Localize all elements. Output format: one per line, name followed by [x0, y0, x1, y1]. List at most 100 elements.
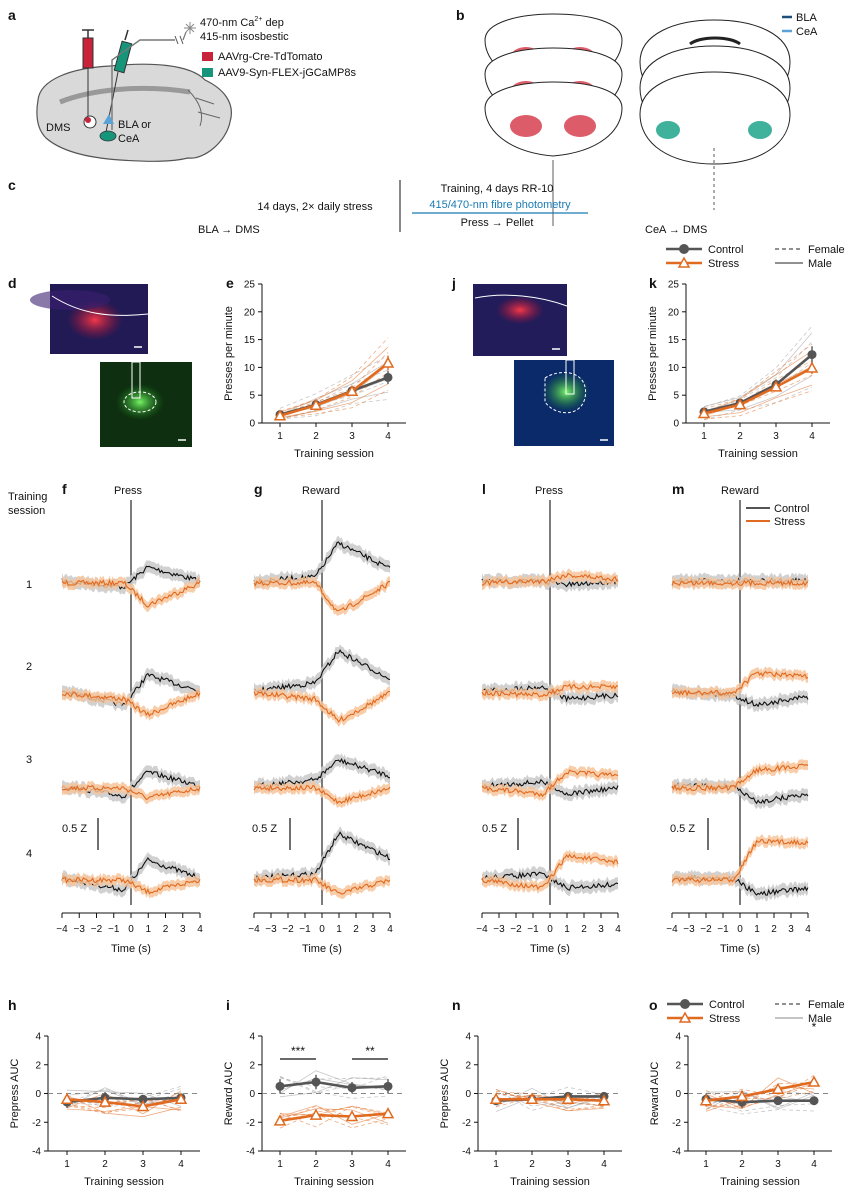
y-tick-label-i: -2	[246, 1118, 255, 1129]
trace-line-f-stress-s2	[62, 690, 201, 717]
session-label-2: 2	[26, 661, 32, 673]
x-tick-label-h: 1	[64, 1159, 70, 1170]
data-point-i-stress	[309, 1108, 323, 1120]
trace-line-g-stress-s3	[253, 784, 391, 805]
trace-band-f-control-s3	[62, 765, 200, 804]
individual-line-i-control	[279, 1075, 389, 1090]
x-tick-label-i: 4	[385, 1159, 391, 1170]
trace-legend-control: Control	[774, 503, 809, 515]
data-point-i-stress	[381, 1107, 395, 1119]
y-tick-label-o: -4	[672, 1147, 681, 1158]
legend-stress-marker	[677, 256, 691, 268]
time-tick-label-f: −4	[56, 924, 68, 935]
trace-band-f-stress-s2	[62, 687, 200, 721]
significance-i-right: **	[365, 1044, 375, 1058]
mean-line-n-stress	[496, 1098, 605, 1102]
individual-line-h-stress	[66, 1093, 182, 1113]
individual-line-k-control	[703, 386, 813, 421]
trace-title-l: Press	[535, 485, 564, 497]
data-point-o-stress	[699, 1094, 713, 1106]
individual-line-e-control	[279, 355, 389, 409]
y-tick-label-i: -4	[246, 1147, 255, 1158]
x-tick-label-o: 3	[775, 1159, 781, 1170]
individual-line-o-stress	[705, 1090, 815, 1110]
panel-letter-k: k	[649, 275, 657, 291]
panel-letter-h: h	[8, 997, 17, 1013]
trace-line-m-stress-s1	[671, 579, 809, 588]
legend-female-label: Female	[808, 244, 845, 256]
x-tick-label-k: 2	[737, 431, 743, 442]
individual-line-k-control	[703, 375, 813, 413]
y-axis-label-i: Reward AUC	[223, 1062, 235, 1126]
trace-band-f-stress-s4	[62, 872, 200, 899]
panel-j: j	[451, 275, 614, 446]
data-point-o-stress	[807, 1075, 821, 1087]
light-line2: 415-nm isosbestic	[200, 31, 289, 43]
time-tick-label-g: −4	[248, 924, 260, 935]
y-tick-label-e: 15	[244, 335, 256, 346]
x-axis-label-o: Training session	[720, 1176, 800, 1188]
trace-line-g-stress-s2	[253, 690, 391, 723]
mean-line-e-stress	[279, 361, 389, 418]
time-tick-label-m: 1	[754, 924, 760, 935]
trace-line-m-stress-s2	[671, 670, 809, 697]
legend-control-marker	[679, 244, 689, 254]
time-axis-label-l: Time (s)	[530, 943, 570, 955]
time-tick-label-l: −4	[476, 924, 488, 935]
y-tick-label-o: 2	[675, 1060, 681, 1071]
mean-line-e-control	[279, 376, 389, 416]
trace-band-g-control-s2	[254, 644, 390, 698]
training-protocol: Training, 4 days RR-10	[441, 183, 554, 195]
significance-o: *	[812, 1020, 817, 1034]
individual-line-k-stress	[703, 350, 813, 413]
time-tick-label-f: 3	[180, 924, 186, 935]
y-tick-label-h: 2	[35, 1060, 41, 1071]
time-tick-label-l: −1	[527, 924, 539, 935]
x-tick-label-o: 2	[739, 1159, 745, 1170]
x-tick-label-n: 4	[601, 1159, 607, 1170]
chart-n: -4 -2 0 2 4 1 2 3 4 Training session Prepress AUC n	[439, 997, 622, 1188]
individual-line-k-stress	[703, 384, 813, 418]
x-tick-label-e: 4	[385, 431, 391, 442]
y-tick-label-e: 10	[244, 363, 256, 374]
trace-band-g-control-s1	[254, 536, 390, 590]
data-point-k-stress	[769, 380, 783, 392]
data-point-i-control	[311, 1077, 321, 1087]
y-tick-label-e: 5	[249, 391, 255, 402]
photometry-label: 415/470-nm fibre photometry	[429, 199, 571, 211]
individual-line-i-stress	[279, 1105, 389, 1125]
data-point-k-stress	[697, 407, 711, 419]
individual-line-e-control	[279, 369, 389, 415]
individual-line-n-control	[495, 1086, 605, 1099]
fiber-break-mark	[174, 35, 184, 45]
data-point-h-stress	[136, 1099, 150, 1112]
trace-line-f-stress-s3	[61, 784, 201, 801]
individual-line-i-control	[279, 1077, 389, 1089]
trace-line-m-stress-s3	[671, 763, 809, 792]
individual-line-o-control	[705, 1089, 815, 1104]
legend-stress-label: Stress	[708, 258, 740, 270]
y-axis-label-o: Reward AUC	[649, 1062, 661, 1126]
session-label-1: 1	[26, 579, 32, 591]
time-tick-label-m: 0	[737, 924, 743, 935]
mean-line-k-control	[703, 353, 813, 414]
coronal-stack-left	[484, 13, 623, 226]
bla-legend-label: BLA	[796, 12, 817, 24]
panel-letter-l: l	[482, 481, 486, 497]
data-point-o-control	[773, 1096, 783, 1106]
y-tick-label-h: -4	[32, 1147, 41, 1158]
time-tick-label-l: −2	[510, 924, 522, 935]
dms-label: DMS	[46, 122, 70, 134]
virus2-label: AAV9-Syn-FLEX-jGCaMP8s	[218, 67, 356, 79]
legend-bottom: Control Stress Female Male	[667, 999, 845, 1025]
y-tick-label-i: 0	[249, 1089, 255, 1100]
time-tick-label-g: 2	[353, 924, 359, 935]
data-point-n-stress	[561, 1092, 575, 1104]
trace-band-g-stress-s1	[254, 575, 390, 616]
legend-control-label: Control	[708, 244, 743, 256]
trace-band-m-stress-s2	[672, 666, 808, 701]
y-tick-label-o: 4	[675, 1032, 681, 1043]
trace-line-l-stress-s4	[481, 853, 619, 891]
trace-band-l-stress-s3	[482, 765, 618, 802]
